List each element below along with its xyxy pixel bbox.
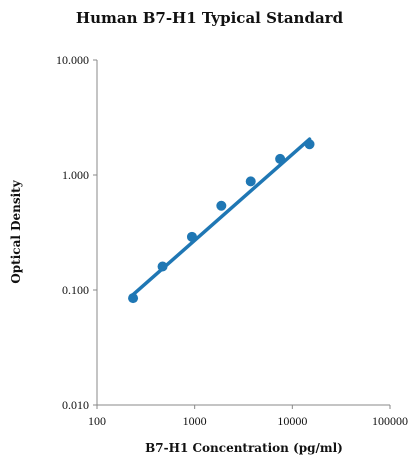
y-tick-label: 10.000 [56,53,89,67]
data-point [275,153,286,164]
series [128,137,315,304]
x-tick-label: 10000 [277,414,307,428]
x-ticks: 100 1000 10000 100000 [88,405,408,428]
y-tick-label: 1.000 [62,168,89,182]
data-point [157,261,168,272]
x-tick-label: 1000 [183,414,207,428]
x-tick-label: 100 [88,414,106,428]
x-axis-label: B7-H1 Concentration (pg/ml) [145,441,343,455]
y-tick-label: 0.100 [62,283,89,297]
data-point [245,176,256,187]
data-point [304,139,315,150]
data-point [186,231,197,242]
axes [96,60,390,406]
y-tick-label: 0.010 [62,398,89,412]
chart-title: Human B7-H1 Typical Standard [75,9,344,27]
x-tick-label: 100000 [372,414,408,428]
data-point [128,293,139,304]
y-axis-label: Optical Density [9,179,23,283]
data-point [216,200,227,211]
y-ticks: 10.000 1.000 0.100 0.010 [56,53,97,412]
